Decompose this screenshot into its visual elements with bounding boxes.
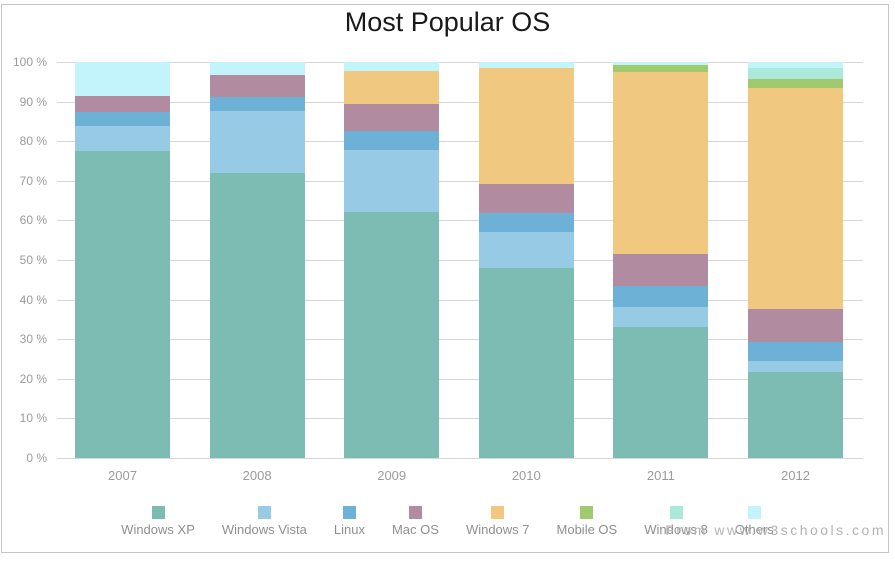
bar-segment-linux-2009 [344,131,440,150]
bar-segment-windows-vista-2007 [75,125,170,152]
bar-segment-mobile-os-2012 [748,79,843,89]
bar-segment-windows-8-2012 [748,68,843,80]
bar-segment-windows-vista-2009 [344,149,440,213]
gridline-40 [57,299,863,301]
legend-item-windows-xp[interactable]: Windows XP [121,506,195,537]
legend-label: Windows 8 [644,522,708,537]
gridline-30 [57,339,863,341]
legend-label: Windows 7 [465,522,530,537]
y-axis-tick-label: 70 % [19,173,47,188]
bar-segment-windows-xp-2007 [75,151,170,458]
y-axis-tick-label: 0 % [26,451,47,465]
y-axis-tick-label: 100 % [12,55,47,69]
legend-swatch-windows-7 [491,506,505,519]
bar-segment-others-2009 [344,62,440,72]
legend-item-mobile-os[interactable]: Mobile OS [556,506,618,537]
gridline-50 [57,260,863,261]
bar-segment-linux-2010 [478,213,574,232]
bar-segment-others-2012 [748,62,843,69]
bar-segment-mac-os-2012 [748,308,843,343]
bar-segment-windows-7-2012 [748,88,843,309]
y-axis-tick-label: 40 % [19,292,47,307]
legend-label: Windows Vista [221,522,307,537]
y-axis-tick-label: 60 % [19,213,47,228]
gridline-70 [57,180,863,182]
page-title: Most Popular OS [344,7,551,37]
bar-segment-windows-xp-2010 [478,267,574,458]
y-axis-tick-label: 90 % [19,94,47,109]
gridline-100 [57,62,863,63]
bar-segment-linux-2012 [748,342,843,362]
legend-label: Mobile OS [556,522,618,537]
gridline-60 [57,220,863,222]
legend-swatch-mobile-os [580,506,594,519]
bar-segment-linux-2011 [613,286,709,307]
bar-segment-windows-7-2010 [478,67,574,185]
legend-item-linux[interactable]: Linux [334,506,365,537]
x-axis-tick-label-2011: 2011 [646,468,675,483]
y-axis-tick-label: 50 % [19,253,47,267]
y-axis-tick-label: 20 % [19,371,47,386]
bar-segment-windows-xp-2011 [613,326,709,458]
x-axis-tick-label-2010: 2010 [511,468,541,483]
y-axis-tick-label: 10 % [19,411,47,426]
bar-segment-windows-xp-2008 [209,172,305,458]
legend-label: Windows XP [121,522,195,537]
bar-segment-windows-vista-2012 [748,361,843,373]
legend-item-windows-8[interactable]: Windows 8 [644,506,708,537]
legend-item-others[interactable]: Others [735,506,774,537]
bar-segment-mac-os-2007 [75,95,170,112]
legend-swatch-mac-os [408,506,422,519]
bar-segment-linux-2008 [209,96,305,111]
legend-swatch-windows-xp [151,506,165,519]
bar-segment-windows-vista-2010 [478,231,574,268]
gridline-80 [57,141,863,143]
bar-segment-windows-7-2009 [344,71,440,104]
legend-label: Linux [333,522,365,537]
bar-segment-windows-xp-2012 [748,372,843,458]
chart-legend: Windows XP Windows Vista Linux Mac OS Window… [0,506,895,537]
y-axis-tick-label: 30 % [19,332,47,347]
bar-segment-windows-7-2011 [613,72,709,255]
bar-segment-mac-os-2008 [209,75,305,97]
legend-item-mac-os[interactable]: Mac OS [392,506,439,537]
legend-swatch-linux [342,506,356,519]
legend-item-windows-7[interactable]: Windows 7 [466,506,530,537]
legend-swatch-others [747,506,761,519]
legend-item-windows-vista[interactable]: Windows Vista [222,506,307,537]
bar-segment-others-2010 [478,62,574,68]
gridline-20 [57,378,863,380]
bar-segment-mobile-os-2011 [613,65,709,73]
x-axis-tick-label-2012: 2012 [781,468,810,483]
bar-segment-windows-xp-2009 [344,212,440,458]
bar-segment-mac-os-2011 [613,254,709,287]
y-axis-tick-label: 80 % [19,134,47,149]
bar-segment-mac-os-2009 [344,103,440,132]
bar-segment-windows-vista-2008 [209,110,305,173]
gridline-0 [57,458,863,459]
legend-label: Others [734,522,774,537]
legend-swatch-windows-8 [669,506,683,519]
legend-label: Mac OS [391,522,439,537]
bar-segment-others-2008 [209,62,305,76]
bar-segment-mac-os-2010 [478,184,574,214]
gridline-10 [57,418,863,420]
x-axis-tick-label-2007: 2007 [108,468,137,483]
gridline-90 [57,101,863,103]
legend-swatch-windows-vista [257,506,271,519]
x-axis-tick-label-2009: 2009 [377,468,407,483]
bar-segment-others-2011 [613,62,709,66]
bar-segment-others-2007 [75,62,170,96]
bar-segment-windows-vista-2011 [613,306,709,327]
watermark: From www.w3schools.com [665,522,886,538]
bar-segment-linux-2007 [75,111,170,126]
x-axis-tick-label-2008: 2008 [242,468,272,483]
